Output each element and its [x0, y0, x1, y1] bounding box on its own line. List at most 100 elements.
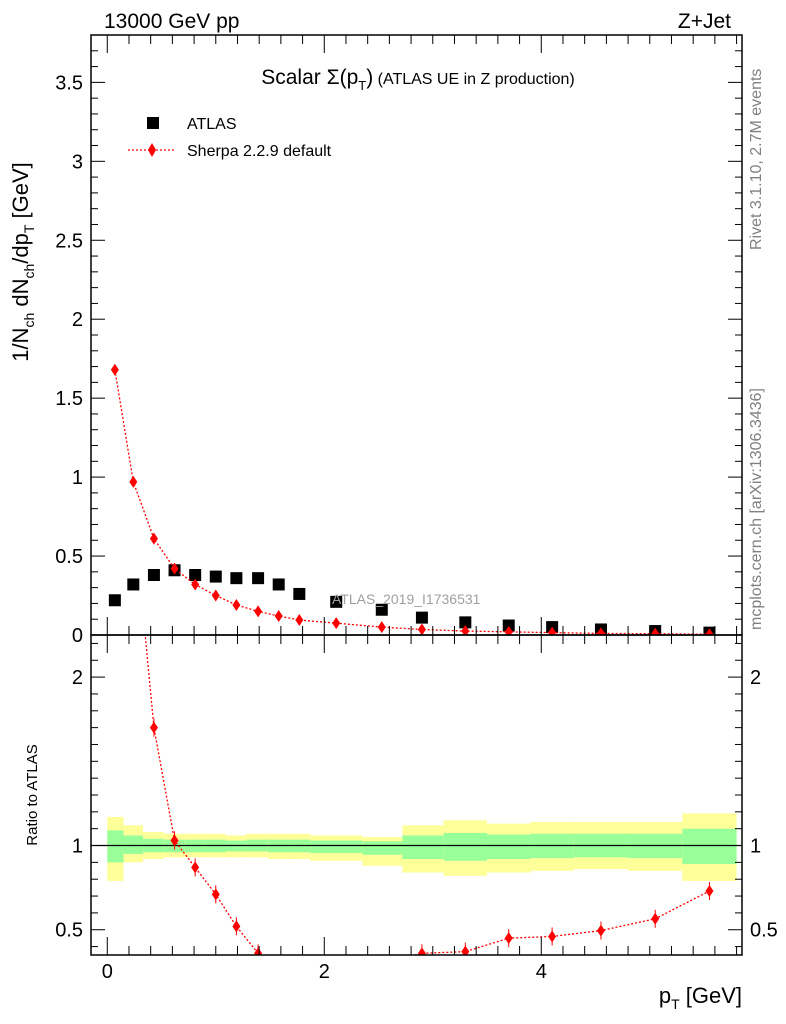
ratio-data-point	[129, 503, 137, 515]
analysis-watermark: ATLAS_2019_I1736531	[332, 591, 481, 607]
ratio-data-point	[170, 834, 179, 847]
header-right-label: Z+Jet	[678, 10, 731, 33]
sherpa-data-point	[332, 617, 341, 630]
sherpa-data-point	[232, 599, 241, 611]
green-uncertainty-band	[123, 835, 144, 854]
sherpa-data-point	[170, 562, 179, 575]
plot-title-close: )	[366, 66, 373, 89]
ratio-data-point	[191, 861, 200, 874]
atlas-data-point	[293, 587, 306, 600]
atlas-data-point	[375, 603, 388, 616]
ratio-data-point	[232, 920, 241, 933]
legend-atlas-marker	[147, 117, 159, 129]
header-left-label: 13000 GeV pp	[104, 10, 239, 33]
ratio-data-point	[254, 947, 263, 955]
atlas-data-point	[230, 572, 243, 585]
main-y-axis-title: 1/Nch dNch/dpT [GeV]	[8, 162, 37, 362]
ratio-data-point	[504, 932, 513, 945]
legend-sherpa-marker	[148, 143, 156, 157]
sherpa-data-point	[705, 628, 714, 635]
ratio-y-tick-label-right: 2	[750, 667, 761, 689]
sherpa-data-point	[596, 627, 605, 635]
green-uncertainty-band	[362, 841, 403, 855]
green-uncertainty-band	[107, 830, 124, 863]
legend-atlas-label: ATLAS	[187, 116, 237, 133]
mcplots-label: mcplots.cern.ch [arXiv:1306.3436]	[748, 388, 765, 630]
atlas-data-point	[189, 569, 202, 581]
sherpa-data-point	[461, 625, 470, 635]
green-uncertainty-band	[487, 834, 531, 859]
ratio-data-point	[651, 912, 660, 925]
sherpa-data-point	[129, 475, 138, 488]
y-tick-label: 1	[72, 467, 83, 489]
atlas-data-point	[147, 569, 160, 581]
xlabel-sub: T	[671, 996, 680, 1012]
y-tick-label: 0.5	[55, 546, 83, 568]
ratio-data-point	[378, 957, 386, 969]
ylabel-part-6: [GeV]	[8, 162, 33, 224]
green-uncertainty-band	[310, 840, 363, 854]
sherpa-data-point	[295, 614, 304, 626]
y-tick-label: 1.5	[55, 388, 83, 410]
sherpa-data-point	[377, 621, 386, 634]
y-tick-label: 2	[72, 309, 83, 331]
sherpa-data-point	[211, 589, 220, 602]
ratio-y-tick-label-right: 1	[750, 836, 761, 858]
sherpa-data-point	[254, 605, 263, 618]
plot-title-main: Scalar Σ(p	[261, 66, 358, 89]
ratio-data-point	[705, 885, 714, 897]
ratio-panel: 0.5 0.5 1 1 2 2 0 2 4 Ratio to ATLAS pT [GeV]	[24, 503, 778, 1012]
ratio-y-axis-title: Ratio to ATLAS	[24, 744, 41, 845]
ratio-y-tick-label: 2	[72, 667, 83, 689]
sherpa-data-point	[417, 623, 426, 635]
y-tick-label: 3.5	[55, 72, 83, 94]
xlabel-unit: [GeV]	[680, 983, 742, 1008]
ylabel-part-0: 1/N	[8, 328, 33, 362]
xlabel-main: p	[659, 983, 671, 1008]
legend-sherpa-label: Sherpa 2.2.9 default	[187, 143, 332, 160]
sherpa-data-point	[110, 363, 119, 376]
atlas-data-point	[209, 570, 222, 583]
sherpa-data-point	[149, 532, 158, 545]
legend: ATLAS Sherpa 2.2.9 default	[128, 116, 332, 160]
ylabel-part-5: T	[21, 224, 37, 233]
ratio-data-point	[275, 957, 283, 969]
ratio-data-point	[211, 888, 220, 901]
x-tick-label: 0	[102, 961, 113, 983]
ratio-y-tick-label: 1	[72, 836, 83, 858]
ratio-data-point	[596, 924, 605, 937]
ylabel-part-4: /dp	[8, 233, 33, 264]
plot-title-sub: T	[358, 78, 366, 93]
atlas-data-point	[127, 578, 140, 591]
atlas-data-point	[502, 619, 515, 632]
sherpa-data-point	[651, 627, 660, 635]
main-panel: 0 0.5 1 1.5 2 2.5 3 3.5 ATLAS_2019_I1736531 Sca…	[8, 34, 743, 647]
x-axis-title: pT [GeV]	[659, 983, 742, 1012]
atlas-data-point	[252, 572, 265, 585]
ratio-data-point	[149, 721, 158, 734]
rivet-version-label: Rivet 3.1.10, 2.7M events	[748, 69, 765, 250]
atlas-data-point	[330, 595, 343, 608]
x-tick-label: 4	[536, 961, 547, 983]
green-uncertainty-band	[402, 835, 444, 859]
y-tick-label: 3	[72, 151, 83, 173]
ratio-data-point	[548, 930, 557, 943]
sherpa-data-point	[548, 626, 557, 635]
ylabel-part-2: dN	[8, 279, 33, 313]
y-tick-label: 0	[72, 625, 83, 647]
ratio-data-point	[461, 945, 470, 955]
ratio-data-point	[332, 968, 340, 980]
y-tick-label: 2.5	[55, 230, 83, 252]
ylabel-part-3: ch	[21, 264, 37, 279]
plot-title: Scalar Σ(pT) (ATLAS UE in Z production)	[261, 66, 575, 93]
sherpa-data-point	[274, 610, 283, 623]
sherpa-data-point	[191, 578, 200, 591]
x-tick-label: 2	[319, 961, 330, 983]
ratio-y-tick-label: 0.5	[55, 920, 83, 942]
plot-title-tail: (ATLAS UE in Z production)	[373, 71, 575, 88]
ratio-data-point	[295, 962, 303, 974]
atlas-data-point	[459, 616, 472, 629]
atlas-data-point	[415, 611, 428, 624]
ratio-panel-frame	[90, 634, 743, 956]
